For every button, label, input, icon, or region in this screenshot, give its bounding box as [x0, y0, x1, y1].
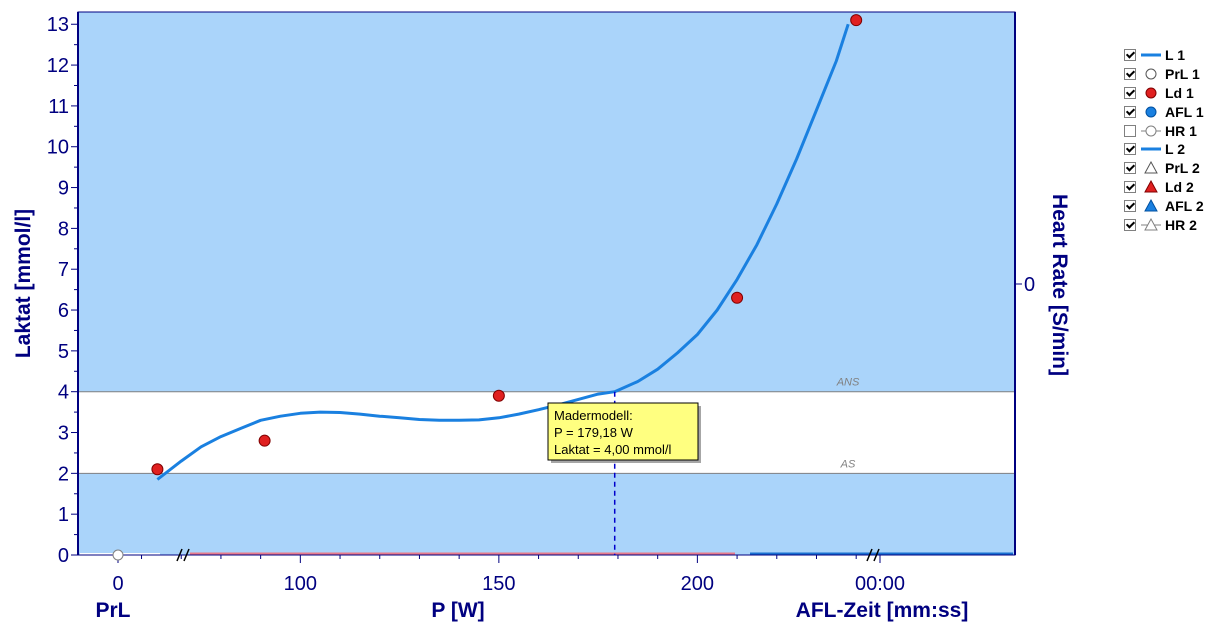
legend-checkbox[interactable]: [1124, 143, 1136, 156]
data-point-ld1[interactable]: [492, 389, 505, 402]
legend-symbol-icon: [1145, 68, 1157, 80]
y-tick-label: 6: [58, 300, 69, 322]
data-point-ld1[interactable]: [258, 434, 271, 447]
legend-checkbox[interactable]: [1124, 218, 1136, 231]
legend-symbol-icon: [1144, 198, 1158, 212]
legend-symbol-icon: [1141, 217, 1161, 231]
legend-label: L 2: [1165, 141, 1185, 158]
legend-checkbox[interactable]: [1124, 124, 1136, 137]
axis-break-right: [866, 548, 880, 562]
legend-symbol-icon: [1141, 125, 1161, 137]
legend-checkbox[interactable]: [1124, 180, 1136, 193]
data-point-ld1[interactable]: [151, 463, 164, 476]
legend-item-prl2[interactable]: PrL 2: [1124, 159, 1232, 178]
legend-symbol-icon: [1141, 147, 1161, 151]
legend-symbol-icon: [1145, 87, 1157, 99]
legend-symbol-icon: [1145, 106, 1157, 118]
y-tick-label: 2: [58, 463, 69, 485]
series-line-l1: [156, 23, 850, 481]
legend-item-hr2[interactable]: HR 2: [1124, 215, 1232, 234]
legend-item-afl1[interactable]: AFL 1: [1124, 102, 1232, 121]
legend-item-afl2[interactable]: AFL 2: [1124, 196, 1232, 215]
axis-break-left: [176, 548, 190, 562]
y-tick-label: 9: [58, 178, 69, 200]
legend-label: AFL 2: [1165, 197, 1204, 214]
y-tick-label: 7: [58, 259, 69, 281]
plot-area: ANS AS: [78, 12, 1015, 556]
legend-checkbox[interactable]: [1124, 199, 1136, 212]
legend-item-prl1[interactable]: PrL 1: [1124, 65, 1232, 84]
afl-axis-title: AFL-Zeit [mm:ss]: [796, 599, 969, 622]
y-tick-label: 4: [58, 382, 69, 404]
legend-checkbox[interactable]: [1124, 105, 1136, 118]
tooltip-line: P = 179,18 W: [554, 425, 634, 440]
legend-checkbox[interactable]: [1124, 86, 1136, 99]
legend: L 1 PrL 1 Ld 1 AFL 1 HR 1 L 2 PrL 2 Ld 2 AFL 2 HR…: [1124, 46, 1232, 234]
y-tick-label: 5: [58, 341, 69, 363]
prl-point: [112, 549, 124, 561]
legend-item-ld1[interactable]: Ld 1: [1124, 84, 1232, 103]
legend-label: Ld 1: [1165, 84, 1194, 101]
tooltip-box: [547, 402, 699, 461]
legend-item-ld2[interactable]: Ld 2: [1124, 178, 1232, 197]
prl-tick-label: 0: [112, 573, 123, 595]
legend-label: AFL 1: [1165, 103, 1204, 120]
legend-item-l1[interactable]: L 1: [1124, 46, 1232, 65]
y-tick-label: 0: [58, 545, 69, 567]
legend-symbol-icon: [1144, 179, 1158, 193]
series: [112, 14, 863, 561]
y-tick-label: 8: [58, 218, 69, 240]
legend-label: HR 1: [1165, 122, 1197, 139]
legend-symbol-icon: [1144, 161, 1158, 174]
y-tick-label: 3: [58, 423, 69, 445]
data-point-ld1[interactable]: [731, 291, 744, 304]
y2-tick-label: 0: [1024, 274, 1035, 296]
prl-axis-title: PrL: [95, 599, 130, 622]
legend-label: PrL 1: [1165, 66, 1200, 83]
legend-checkbox[interactable]: [1124, 68, 1136, 81]
afl-tick-label: 00:00: [855, 573, 905, 595]
legend-label: Ld 2: [1165, 178, 1194, 195]
legend-item-l2[interactable]: L 2: [1124, 140, 1232, 159]
band-label-as: AS: [840, 458, 856, 470]
y-tick-label: 13: [47, 14, 69, 36]
x-tick-label: 150: [482, 573, 515, 595]
y2-axis-title: Heart Rate [S/min]: [1048, 194, 1071, 376]
y-tick-label: 10: [47, 137, 69, 159]
legend-checkbox[interactable]: [1124, 162, 1136, 175]
threshold-band: [78, 391, 1015, 474]
x-tick-label: 100: [284, 573, 317, 595]
legend-checkbox[interactable]: [1124, 49, 1136, 62]
y-tick-label: 12: [47, 55, 69, 77]
tooltip-line: Madermodell:: [554, 408, 633, 423]
x-axis-title: P [W]: [431, 599, 484, 622]
tooltip-line: Laktat = 4,00 mmol/l: [554, 442, 672, 457]
legend-item-hr1[interactable]: HR 1: [1124, 121, 1232, 140]
legend-label: L 1: [1165, 47, 1185, 64]
legend-label: HR 2: [1165, 216, 1197, 233]
legend-symbol-icon: [1141, 53, 1161, 57]
y-axis-title: Laktat [mmol/l]: [12, 209, 35, 358]
legend-label: PrL 2: [1165, 160, 1200, 177]
data-point-ld1[interactable]: [850, 14, 863, 27]
y-tick-label: 1: [58, 504, 69, 526]
tooltip: Madermodell: P = 179,18 W Laktat = 4,00 mm…: [547, 391, 701, 555]
y-tick-label: 11: [48, 96, 69, 118]
x-tick-label: 200: [681, 573, 714, 595]
band-label-ans: ANS: [836, 377, 860, 389]
